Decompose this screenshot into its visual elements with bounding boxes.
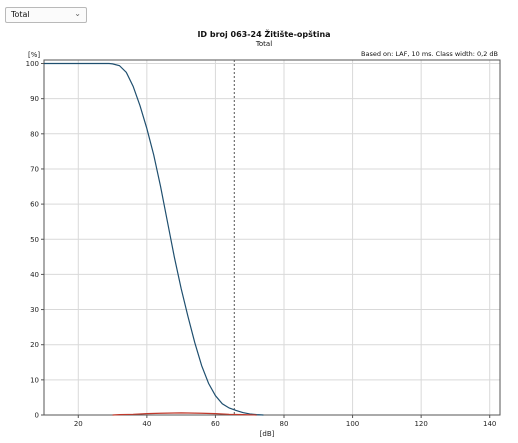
y-tick-label: 30 — [30, 306, 39, 314]
total-select-value: Total — [11, 10, 30, 19]
y-tick-label: 20 — [30, 341, 39, 349]
y-tick-label: 90 — [30, 95, 39, 103]
y-tick-label: 10 — [30, 376, 39, 384]
y-tick-label: 50 — [30, 236, 39, 244]
x-tick-label: 60 — [211, 420, 220, 428]
x-tick-label: 100 — [346, 420, 359, 428]
series-line-0 — [44, 62, 264, 416]
plot-frame — [43, 59, 501, 416]
chart-subtitle: Total — [255, 40, 272, 48]
y-tick-label: 60 — [30, 201, 39, 209]
chart-title: ID broj 063-24 Žitište-opština — [197, 28, 330, 39]
y-tick-label: 100 — [26, 60, 39, 68]
plot-area — [44, 60, 500, 415]
y-tick-label: 0 — [35, 412, 39, 420]
x-axis-label: [dB] — [260, 430, 275, 438]
chevron-down-icon: ⌄ — [74, 9, 81, 18]
x-tick-label: 140 — [483, 420, 496, 428]
chart-annotation: Based on: LAF, 10 ms. Class width: 0,2 d… — [361, 50, 498, 58]
series-line-1 — [112, 412, 257, 416]
total-select[interactable]: Total ⌄ — [5, 7, 87, 23]
x-tick-label: 20 — [74, 420, 83, 428]
y-tick-label: 80 — [30, 130, 39, 138]
x-tick-label: 80 — [280, 420, 289, 428]
x-tick-label: 40 — [142, 420, 151, 428]
y-axis-label: [%] — [28, 51, 40, 59]
y-tick-label: 70 — [30, 165, 39, 173]
x-tick-label: 120 — [414, 420, 427, 428]
y-tick-label: 40 — [30, 271, 39, 279]
